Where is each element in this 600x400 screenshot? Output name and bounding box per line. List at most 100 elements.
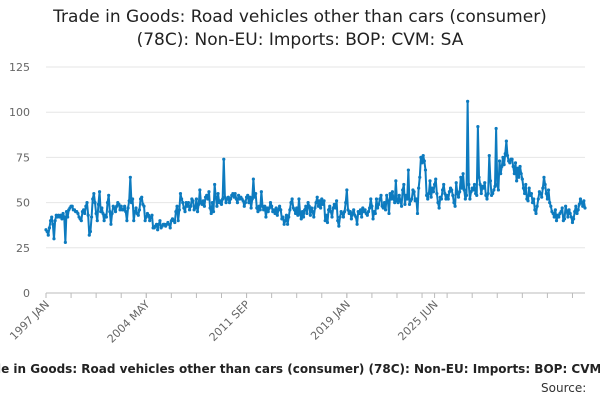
data-point bbox=[521, 186, 526, 190]
data-point bbox=[178, 191, 183, 196]
data-point bbox=[336, 219, 340, 223]
data-point bbox=[337, 224, 341, 228]
data-point bbox=[209, 211, 213, 216]
data-point bbox=[476, 125, 480, 129]
data-point bbox=[312, 215, 316, 219]
data-point bbox=[426, 197, 430, 201]
data-point bbox=[63, 240, 67, 244]
data-point bbox=[301, 215, 306, 219]
data-point bbox=[345, 188, 349, 192]
data-point bbox=[459, 175, 463, 179]
data-point bbox=[503, 152, 507, 156]
y-tick-label: 50 bbox=[16, 197, 30, 210]
y-axis: 0 25 50 75 100 125 bbox=[9, 61, 30, 300]
data-point bbox=[581, 204, 585, 208]
data-point bbox=[317, 199, 322, 203]
data-point bbox=[282, 222, 286, 226]
data-point bbox=[186, 201, 191, 205]
data-point bbox=[377, 202, 381, 207]
data-point bbox=[206, 197, 210, 201]
data-point bbox=[541, 186, 545, 190]
data-point bbox=[479, 191, 483, 196]
data-point bbox=[504, 139, 508, 143]
data-point bbox=[259, 190, 263, 194]
data-point bbox=[180, 197, 184, 201]
data-point bbox=[354, 215, 358, 219]
data-point bbox=[62, 215, 66, 219]
data-point bbox=[466, 99, 470, 103]
data-point bbox=[66, 215, 70, 219]
data-point bbox=[46, 233, 50, 237]
data-point bbox=[371, 217, 375, 221]
data-point bbox=[330, 215, 334, 219]
data-point bbox=[487, 153, 491, 158]
data-point bbox=[527, 186, 531, 190]
data-point bbox=[222, 157, 226, 161]
x-tick-label: 2004 MAY bbox=[105, 298, 153, 346]
data-point bbox=[309, 206, 314, 210]
data-point bbox=[492, 188, 496, 192]
data-point bbox=[84, 204, 88, 208]
data-point bbox=[532, 197, 536, 201]
data-point bbox=[495, 182, 499, 187]
data-point bbox=[404, 193, 408, 197]
data-point bbox=[562, 217, 567, 221]
data-point bbox=[548, 201, 552, 205]
data-point bbox=[568, 211, 572, 216]
data-point bbox=[70, 204, 74, 208]
data-point bbox=[289, 201, 293, 205]
data-point bbox=[260, 204, 265, 208]
data-point bbox=[236, 193, 241, 197]
data-point bbox=[86, 213, 90, 217]
data-point bbox=[250, 197, 254, 201]
data-point bbox=[213, 182, 217, 187]
data-point bbox=[468, 197, 472, 201]
data-point bbox=[101, 211, 105, 216]
data-point bbox=[486, 191, 490, 196]
data-point bbox=[564, 204, 568, 208]
chart-title-line-1: Trade in Goods: Road vehicles other than… bbox=[53, 7, 547, 27]
data-point bbox=[398, 199, 402, 203]
data-point bbox=[254, 191, 258, 196]
data-point bbox=[109, 222, 113, 226]
data-point bbox=[370, 204, 374, 208]
data-point bbox=[535, 204, 539, 208]
data-point bbox=[553, 208, 557, 212]
data-point bbox=[315, 195, 319, 199]
data-point bbox=[338, 215, 342, 219]
data-point bbox=[99, 210, 103, 214]
data-point bbox=[331, 206, 335, 210]
data-point bbox=[420, 161, 424, 165]
data-point bbox=[483, 181, 487, 185]
data-point bbox=[137, 208, 142, 212]
data-point bbox=[234, 197, 238, 201]
data-point bbox=[355, 222, 359, 226]
data-point bbox=[583, 206, 587, 210]
data-point bbox=[215, 204, 219, 208]
data-point bbox=[389, 197, 393, 201]
data-point bbox=[545, 197, 550, 201]
data-point bbox=[576, 208, 580, 212]
data-point bbox=[288, 208, 292, 212]
chart-title-line-2: (78C): Non-EU: Imports: BOP: CVM: SA bbox=[136, 30, 464, 50]
chart-title: Trade in Goods: Road vehicles other than… bbox=[0, 6, 600, 52]
data-point bbox=[76, 211, 80, 216]
data-point bbox=[472, 182, 477, 187]
data-point bbox=[61, 211, 65, 216]
data-point bbox=[256, 210, 260, 214]
data-point bbox=[47, 226, 52, 230]
data-point bbox=[247, 201, 251, 205]
data-point bbox=[110, 211, 114, 216]
data-point bbox=[118, 208, 122, 212]
data-point bbox=[386, 199, 390, 203]
data-point bbox=[519, 172, 523, 176]
data-point bbox=[284, 213, 289, 217]
data-point bbox=[311, 210, 315, 214]
data-point bbox=[300, 210, 304, 214]
data-point bbox=[131, 197, 135, 201]
data-point bbox=[393, 201, 397, 205]
data-point bbox=[376, 206, 380, 210]
data-point bbox=[270, 204, 274, 208]
data-point bbox=[91, 197, 95, 201]
data-point bbox=[268, 201, 273, 205]
